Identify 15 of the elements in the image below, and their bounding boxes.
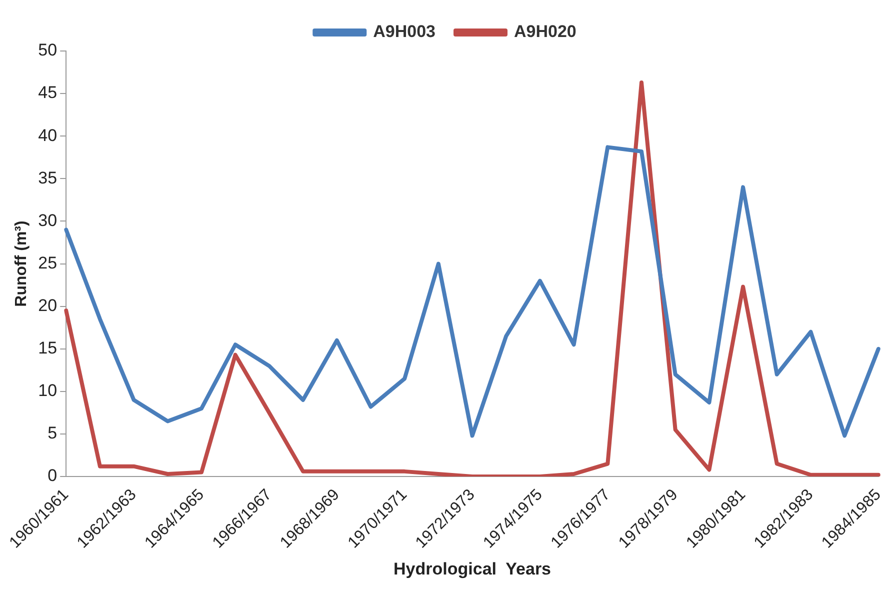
legend-label: A9H003 (373, 22, 436, 42)
y-tick-label: 50 (38, 40, 58, 60)
y-tick-label: 35 (38, 168, 58, 188)
y-tick-label: 15 (38, 338, 58, 358)
y-tick-label: 5 (48, 424, 58, 443)
y-axis-title: Runoff (m³) (13, 220, 30, 307)
legend-label: A9H020 (514, 22, 576, 42)
y-tick-label: 20 (38, 296, 58, 316)
y-tick-label: 40 (38, 126, 58, 145)
y-tick-label: 0 (48, 466, 58, 486)
y-tick-label: 30 (38, 210, 58, 230)
y-tick-label: 25 (38, 253, 58, 272)
y-tick-label: 10 (38, 381, 58, 400)
x-axis-title: Hydrological Years (394, 559, 552, 578)
y-tick-label: 45 (38, 83, 58, 102)
